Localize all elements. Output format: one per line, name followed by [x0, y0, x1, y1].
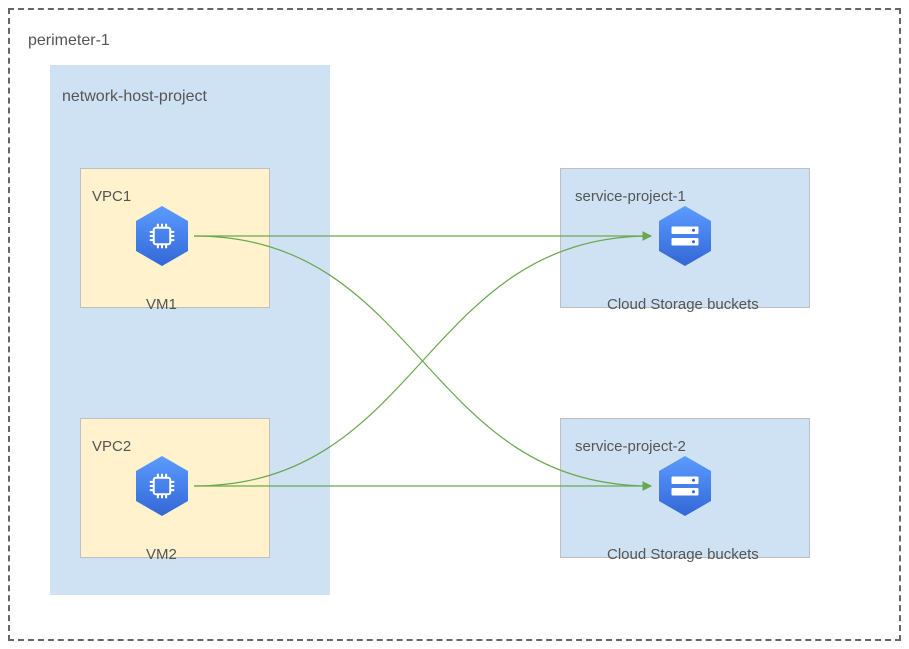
- vm2-label: VM2: [146, 546, 177, 563]
- service-project-2-label: service-project-2: [575, 438, 686, 455]
- vm1-label: VM1: [146, 296, 177, 313]
- vpc1-label: VPC1: [92, 188, 131, 205]
- perimeter-label: perimeter-1: [28, 32, 110, 50]
- service-project-1-sublabel: Cloud Storage buckets: [607, 296, 759, 313]
- service-project-2-sublabel: Cloud Storage buckets: [607, 546, 759, 563]
- network-host-project-label: network-host-project: [62, 88, 207, 106]
- service-project-1-label: service-project-1: [575, 188, 686, 205]
- vpc2-label: VPC2: [92, 438, 131, 455]
